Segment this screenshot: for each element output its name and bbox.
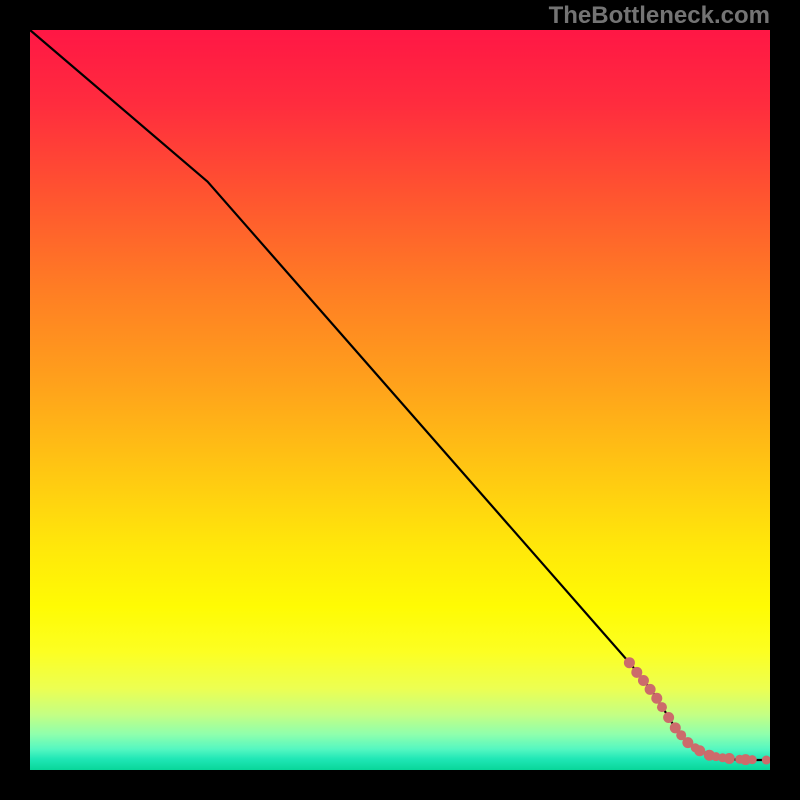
data-marker xyxy=(645,684,656,695)
attribution-label: TheBottleneck.com xyxy=(549,2,770,30)
data-marker xyxy=(748,755,757,764)
data-marker xyxy=(694,745,705,756)
bottleneck-chart xyxy=(30,30,770,770)
chart-container: TheBottleneck.com xyxy=(0,0,800,800)
data-marker xyxy=(638,675,649,686)
data-marker xyxy=(624,657,635,668)
data-marker xyxy=(724,753,735,764)
data-marker xyxy=(657,702,667,712)
data-marker xyxy=(651,693,662,704)
data-marker xyxy=(663,712,674,723)
